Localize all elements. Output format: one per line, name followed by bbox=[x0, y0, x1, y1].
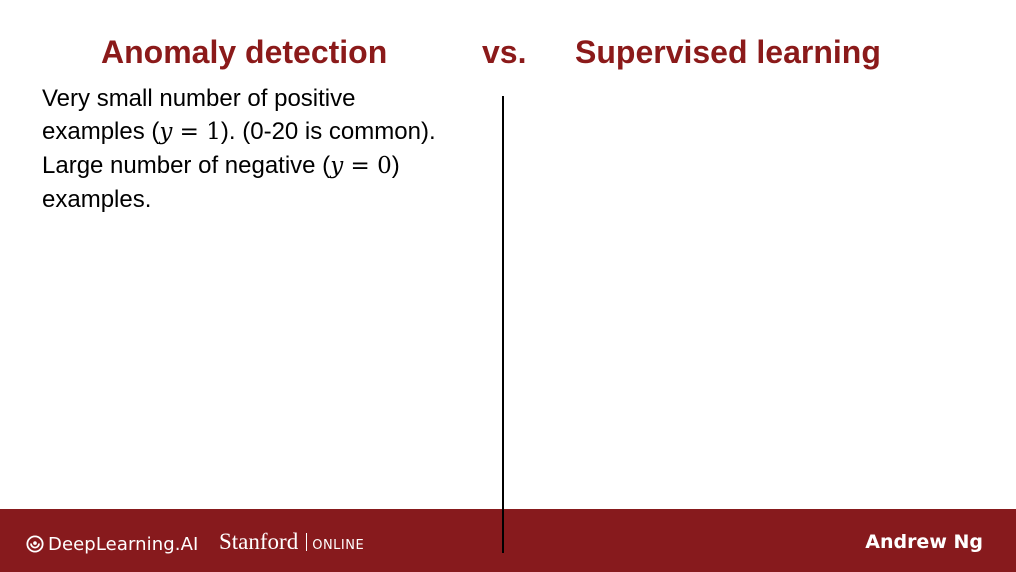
math-var-y: y bbox=[159, 119, 173, 145]
math-y-equals-1: y = 1 bbox=[159, 119, 221, 145]
deeplearning-ai-wordmark: DeepLearning.AI bbox=[48, 533, 199, 555]
text-line-4: examples. bbox=[42, 186, 152, 213]
text-line-2-suffix: ). (0-20 is common). bbox=[220, 118, 436, 145]
math-equals-0: = 0 bbox=[343, 153, 392, 179]
stanford-online-logo: Stanford ONLINE bbox=[219, 529, 364, 555]
text-line-2-prefix: examples ( bbox=[42, 118, 160, 145]
math-equals-1: = 1 bbox=[172, 119, 221, 145]
title-anomaly-detection: Anomaly detection bbox=[101, 34, 388, 70]
math-y-equals-0: y = 0 bbox=[330, 153, 392, 179]
column-divider bbox=[502, 96, 504, 553]
title-vs: vs. bbox=[482, 34, 527, 70]
footer-bar: DeepLearning.AI Stanford ONLINE Andrew N… bbox=[0, 509, 1016, 572]
text-line-3-prefix: Large number of negative ( bbox=[42, 152, 331, 179]
author-name: Andrew Ng bbox=[865, 531, 983, 553]
online-wordmark: ONLINE bbox=[312, 538, 365, 553]
math-var-y: y bbox=[330, 153, 344, 179]
text-line-3: Large number of negative (y = 0) bbox=[42, 149, 497, 183]
stanford-wordmark: Stanford bbox=[219, 529, 299, 554]
text-line-2: examples (y = 1). (0-20 is common). bbox=[42, 115, 497, 149]
deeplearning-ai-logo: DeepLearning.AI bbox=[26, 532, 198, 556]
slide-title: Anomaly detection vs. Supervised learnin… bbox=[0, 30, 1016, 74]
text-line-1: Very small number of positive bbox=[42, 85, 356, 112]
anomaly-detection-column: Very small number of positive examples (… bbox=[42, 82, 497, 216]
text-line-3-suffix: ) bbox=[391, 152, 400, 179]
title-supervised-learning: Supervised learning bbox=[575, 34, 881, 70]
stanford-separator bbox=[306, 533, 308, 551]
deeplearning-ai-icon bbox=[26, 535, 44, 553]
